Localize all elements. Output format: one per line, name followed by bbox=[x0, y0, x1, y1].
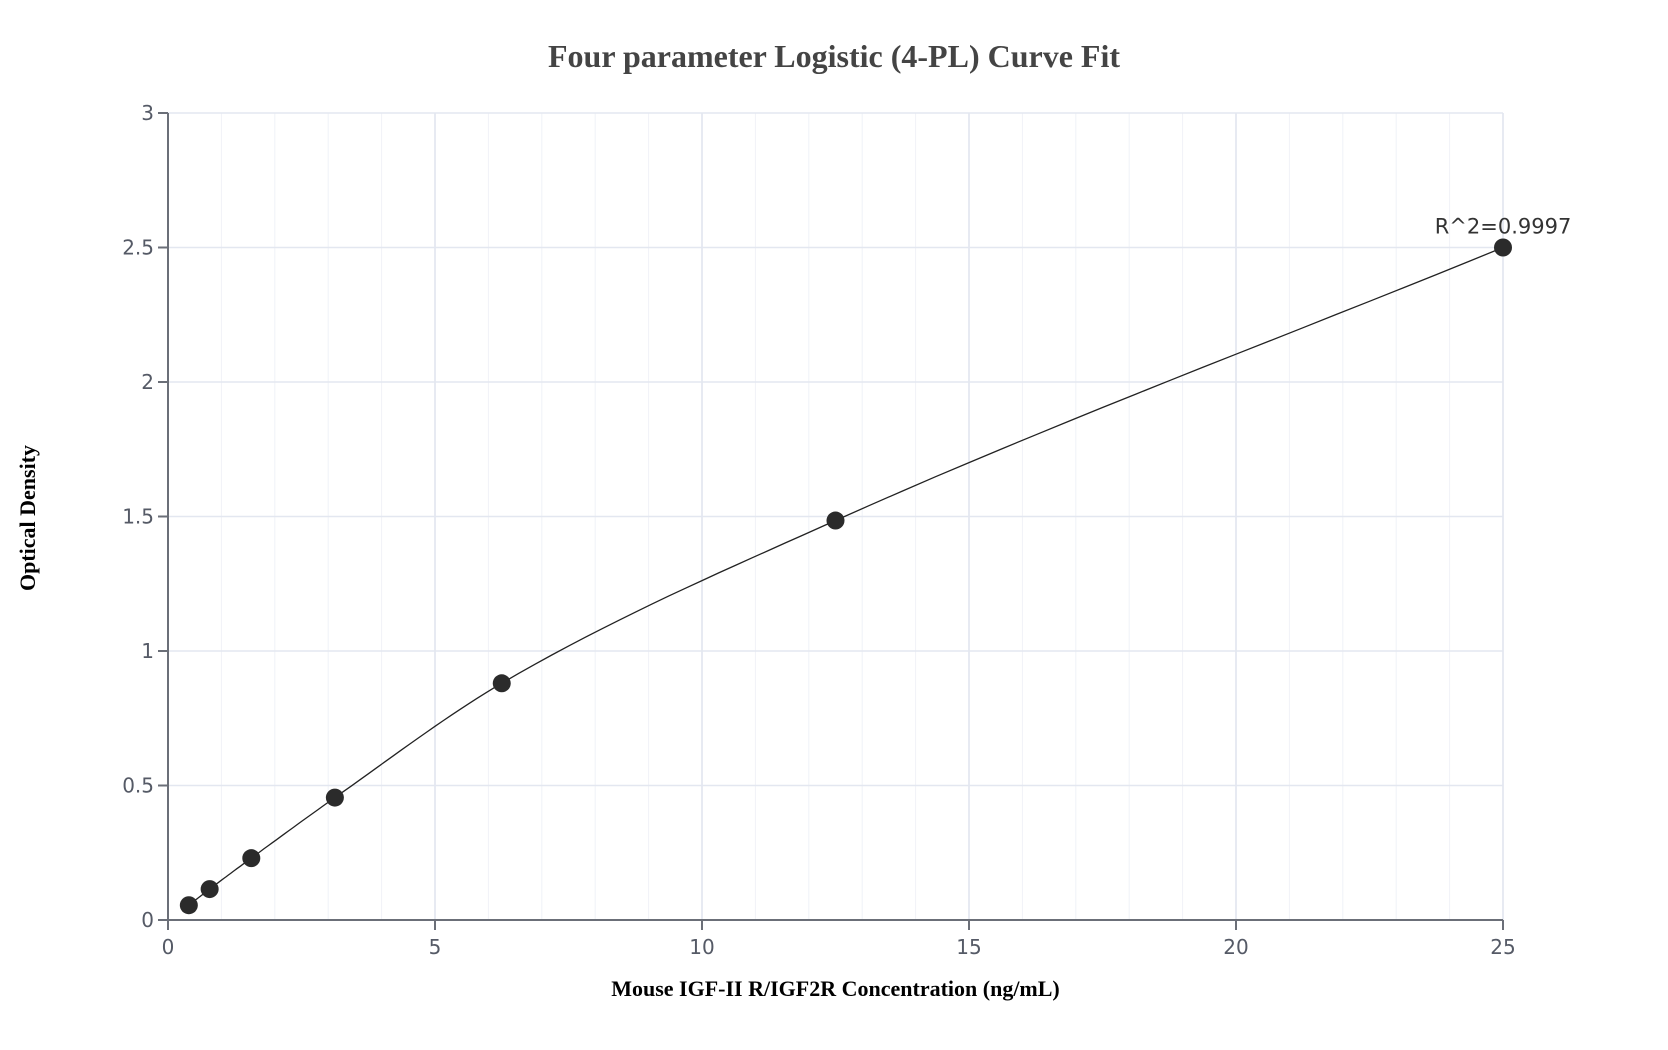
x-tick-label: 5 bbox=[429, 935, 442, 959]
data-point bbox=[200, 880, 219, 899]
r-squared-annotation: R^2=0.9997 bbox=[1435, 215, 1572, 239]
y-tick-label: 2.5 bbox=[122, 236, 154, 260]
y-tick-label: 1 bbox=[141, 639, 154, 663]
y-axis-label: Optical Density bbox=[15, 444, 40, 592]
fit-curve bbox=[188, 246, 1504, 906]
y-tick-label: 0 bbox=[141, 908, 154, 932]
y-tick-label: 2 bbox=[141, 370, 154, 394]
x-tick-label: 10 bbox=[689, 935, 714, 959]
data-point bbox=[179, 896, 198, 915]
data-point bbox=[826, 511, 845, 530]
x-tick-label: 20 bbox=[1223, 935, 1248, 959]
x-tick-label: 15 bbox=[956, 935, 981, 959]
data-point bbox=[492, 674, 511, 693]
chart-title: Four parameter Logistic (4-PL) Curve Fit bbox=[547, 38, 1120, 74]
x-tick-label: 25 bbox=[1490, 935, 1515, 959]
y-tick-label: 3 bbox=[141, 101, 154, 125]
y-tick-label: 1.5 bbox=[122, 505, 154, 529]
y-tick-label: 0.5 bbox=[122, 774, 154, 798]
x-axis-label: Mouse IGF-II R/IGF2R Concentration (ng/m… bbox=[611, 976, 1060, 1001]
x-tick-label: 0 bbox=[162, 935, 175, 959]
data-point bbox=[325, 788, 344, 807]
data-point bbox=[1494, 238, 1512, 257]
data-point bbox=[242, 849, 261, 868]
